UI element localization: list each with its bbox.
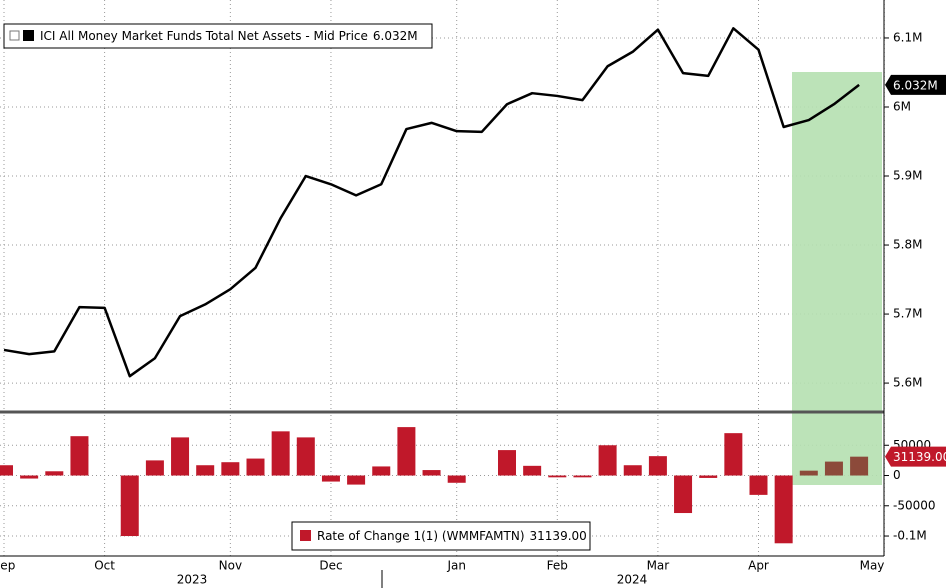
legend-value: 31139.00 xyxy=(530,529,587,543)
bar xyxy=(850,456,869,476)
bar xyxy=(422,470,441,476)
x-tick-label: Mar xyxy=(647,559,670,573)
y-tick-label: 6M xyxy=(893,99,911,113)
bar xyxy=(523,465,542,476)
x-tick-label: May xyxy=(860,559,885,573)
bar xyxy=(548,475,567,478)
y-tick-label: 6.1M xyxy=(893,30,922,44)
y-tick-label: -0.1M xyxy=(893,529,927,543)
y-tick-label: 0 xyxy=(893,468,901,482)
x-tick-label: Jan xyxy=(446,559,466,573)
value-label: 6.032M xyxy=(893,78,938,92)
legend-name: Rate of Change 1(1) (WMMFAMTN) xyxy=(317,529,525,543)
bar xyxy=(824,461,843,476)
bar xyxy=(271,431,290,476)
value-label: 31139.00 xyxy=(893,450,948,464)
legend-label: Rate of Change 1(1) (WMMFAMTN) 31139.00 xyxy=(317,529,587,543)
value-tag xyxy=(885,446,946,467)
bar xyxy=(70,436,89,476)
bar xyxy=(724,433,743,476)
year-label: 2024 xyxy=(617,573,648,587)
bar xyxy=(799,470,818,476)
bar xyxy=(573,475,592,478)
highlight-band xyxy=(792,72,882,485)
year-label: 2023 xyxy=(177,573,208,587)
line-series xyxy=(3,27,860,378)
y-tick-label: 5.6M xyxy=(893,376,922,390)
bar xyxy=(749,475,768,495)
x-tick-label: Apr xyxy=(748,559,769,573)
legend-name: ICI All Money Market Funds Total Net Ass… xyxy=(40,29,368,43)
y-tick-label: 5.8M xyxy=(893,238,922,252)
legend-top xyxy=(3,23,433,49)
legend-swatch xyxy=(300,530,311,541)
legend-swatch xyxy=(23,30,34,41)
x-tick-label: Sep xyxy=(0,559,15,573)
legend-value: 6.032M xyxy=(373,29,418,43)
y-tick-label: 5.9M xyxy=(893,169,922,183)
bar xyxy=(296,437,315,476)
bar xyxy=(598,445,617,476)
axis-layer: Sep Oct Nov Dec Jan Feb Mar Apr May 2023 2024 5.6M 5… xyxy=(0,30,948,586)
bar xyxy=(623,465,642,476)
bar xyxy=(45,471,64,476)
bar xyxy=(171,437,190,476)
bar xyxy=(674,475,693,514)
bar xyxy=(699,475,718,478)
bar xyxy=(648,456,667,476)
value-tag xyxy=(885,74,946,95)
x-tick-label: Nov xyxy=(219,559,242,573)
bar xyxy=(774,475,793,544)
legend-bottom xyxy=(291,521,591,551)
bar xyxy=(321,475,340,482)
bar xyxy=(347,475,366,485)
bar xyxy=(447,475,466,483)
bar xyxy=(196,465,215,476)
bar xyxy=(0,465,13,476)
bar xyxy=(397,427,416,476)
x-tick-label: Feb xyxy=(547,559,568,573)
bar xyxy=(145,460,164,476)
x-tick-label: Oct xyxy=(94,559,115,573)
bar xyxy=(120,475,139,537)
bar xyxy=(372,466,391,476)
bar xyxy=(221,462,240,476)
y-tick-label: -50000 xyxy=(893,498,936,512)
marks-layer xyxy=(0,27,869,544)
legend-expand xyxy=(9,30,20,41)
bar xyxy=(20,475,39,479)
bar xyxy=(246,458,265,476)
legend-label: ICI All Money Market Funds Total Net Ass… xyxy=(40,29,418,43)
x-tick-label: Dec xyxy=(319,559,342,573)
bar xyxy=(498,450,516,476)
y-tick-label: 5.7M xyxy=(893,307,922,321)
